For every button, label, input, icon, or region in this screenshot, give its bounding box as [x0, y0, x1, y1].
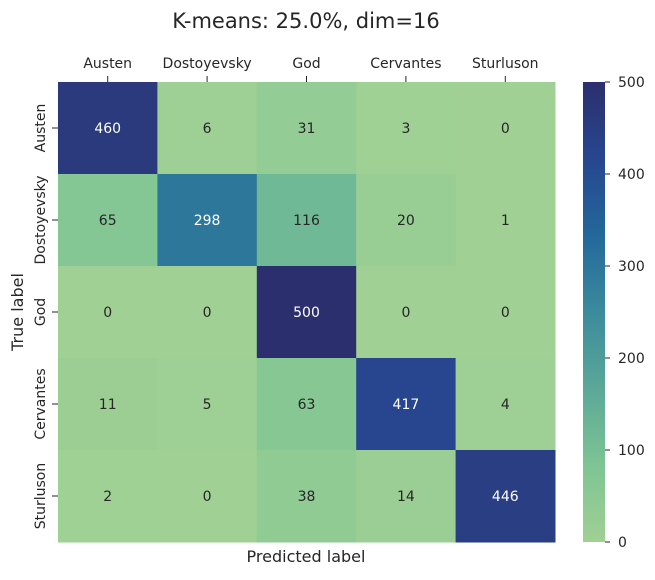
heatmap-cell: [256, 358, 357, 451]
y-tick-label: God: [33, 298, 49, 326]
heatmap-cell: [58, 266, 158, 359]
cell-value-label: 63: [298, 397, 316, 413]
cell-value-label: 0: [203, 489, 212, 505]
cell-value-label: 446: [492, 489, 519, 505]
y-tick-label: Dostoyevsky: [33, 175, 49, 264]
cell-value-label: 0: [501, 305, 510, 321]
heatmap-cells: [58, 82, 556, 543]
cell-value-label: 116: [293, 213, 320, 229]
heatmap-cell: [455, 358, 556, 451]
cell-value-label: 11: [99, 397, 117, 413]
x-axis-ticks: Austen Dostoyevsky God Cervantes Sturluson: [83, 56, 539, 82]
cell-value-label: 65: [99, 213, 117, 229]
x-tick-label: Sturluson: [472, 56, 539, 72]
heatmap-cell: [256, 174, 357, 267]
cell-value-label: 3: [401, 121, 410, 137]
colorbar-tick-label: 400: [618, 167, 645, 183]
y-axis-ticks: Austen Dostoyevsky God Cervantes Sturluson: [33, 104, 58, 530]
colorbar-tick-label: 300: [618, 259, 645, 275]
heatmap-cell: [256, 266, 357, 359]
colorbar: [583, 82, 605, 542]
x-tick-label: Cervantes: [370, 56, 441, 72]
y-tick-label: Sturluson: [33, 463, 49, 530]
heatmap-cell: [455, 174, 556, 267]
heatmap-cell: [58, 174, 158, 267]
colorbar-tick-label: 0: [618, 535, 627, 551]
cell-value-label: 500: [293, 305, 320, 321]
heatmap-cell: [455, 82, 556, 175]
cell-value-label: 5: [203, 397, 212, 413]
chart-title: K-means: 25.0%, dim=16: [172, 9, 439, 33]
colorbar-tick-label: 100: [618, 443, 645, 459]
cell-value-label: 20: [397, 213, 415, 229]
heatmap-cell: [256, 82, 357, 175]
heatmap-cell: [356, 450, 457, 543]
colorbar-tick-label: 200: [618, 351, 645, 367]
heatmap-cell: [356, 266, 457, 359]
heatmap-cell: [58, 358, 158, 451]
cell-value-label: 1: [501, 213, 510, 229]
cell-value-label: 0: [501, 121, 510, 137]
colorbar-ticks: 0 100 200 300 400 500: [605, 75, 645, 551]
x-axis-label: Predicted label: [247, 547, 366, 566]
heatmap-cell: [356, 82, 457, 175]
cell-value-label: 298: [194, 213, 221, 229]
cell-value-label: 460: [94, 121, 121, 137]
colorbar-tick-label: 500: [618, 75, 645, 91]
cell-value-label: 2: [103, 489, 112, 505]
cell-value-label: 0: [203, 305, 212, 321]
y-tick-label: Austen: [33, 104, 49, 153]
heatmap-cell: [455, 450, 556, 543]
cell-value-label: 0: [103, 305, 112, 321]
x-tick-label: Dostoyevsky: [163, 56, 252, 72]
heatmap-cell: [157, 358, 258, 451]
cell-value-label: 14: [397, 489, 415, 505]
heatmap-cell: [455, 266, 556, 359]
cell-value-label: 38: [298, 489, 316, 505]
cell-value-label: 0: [401, 305, 410, 321]
cell-value-labels: 460 6 31 3 065 298 116 20 10 0 500 0 011 5 63 417 42 0 38 1…: [94, 121, 518, 505]
heatmap-cell: [58, 82, 158, 175]
cell-value-label: 6: [203, 121, 212, 137]
y-axis-label: True label: [8, 273, 27, 352]
heatmap-cell: [256, 450, 357, 543]
heatmap-cell: [157, 450, 258, 543]
y-tick-label: Cervantes: [33, 368, 49, 439]
cell-value-label: 31: [298, 121, 316, 137]
heatmap-cell: [157, 82, 258, 175]
heatmap-cell: [356, 174, 457, 267]
cell-value-label: 417: [393, 397, 420, 413]
heatmap-cell: [58, 450, 158, 543]
cell-value-label: 4: [501, 397, 510, 413]
heatmap-cell: [157, 174, 258, 267]
x-tick-label: Austen: [83, 56, 132, 72]
heatmap-cell: [356, 358, 457, 451]
heatmap-cell: [157, 266, 258, 359]
x-tick-label: God: [292, 56, 320, 72]
